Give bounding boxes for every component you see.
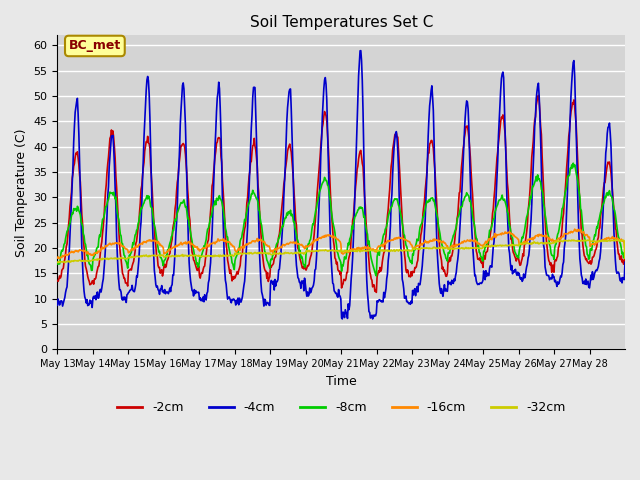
Text: BC_met: BC_met <box>68 39 121 52</box>
Y-axis label: Soil Temperature (C): Soil Temperature (C) <box>15 128 28 257</box>
X-axis label: Time: Time <box>326 374 356 387</box>
Title: Soil Temperatures Set C: Soil Temperatures Set C <box>250 15 433 30</box>
Legend: -2cm, -4cm, -8cm, -16cm, -32cm: -2cm, -4cm, -8cm, -16cm, -32cm <box>112 396 570 420</box>
